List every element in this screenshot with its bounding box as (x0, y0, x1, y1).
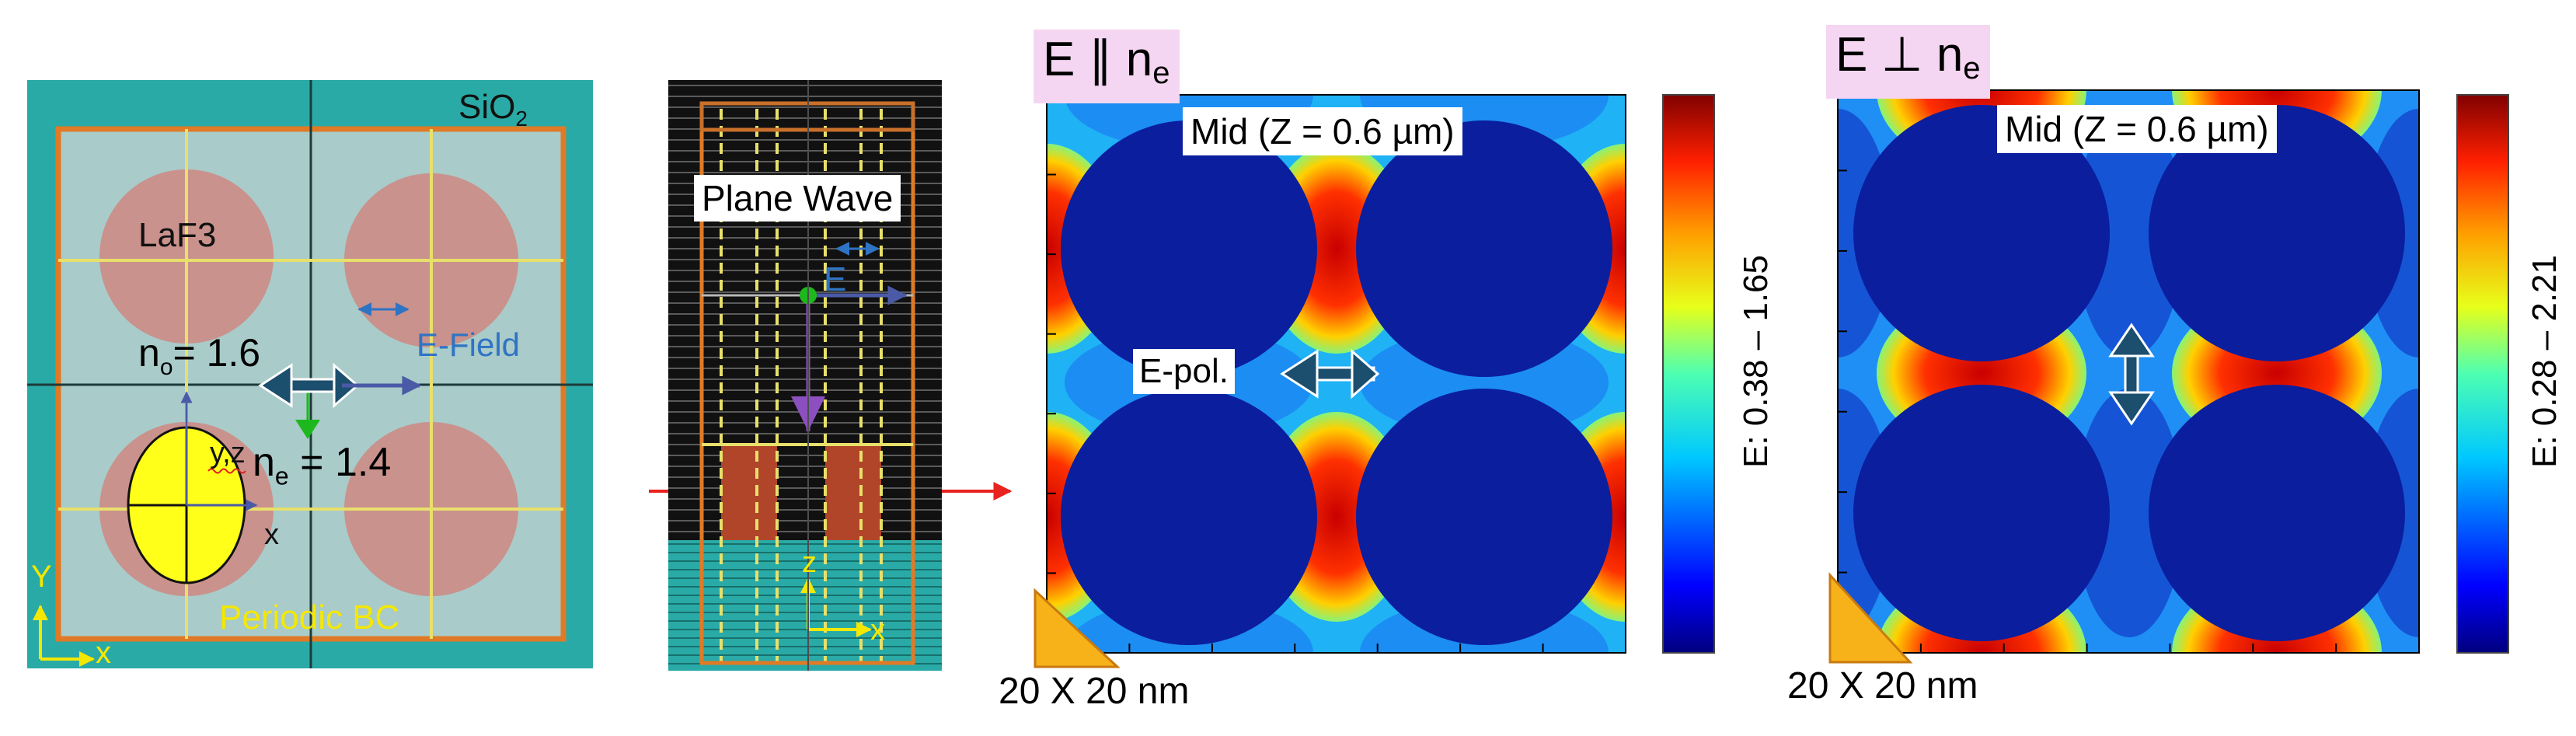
field-pillar (1853, 105, 2110, 361)
pillar-group-parallel (1061, 120, 1612, 645)
field-pillar (1356, 120, 1612, 377)
schematic-panel (27, 80, 593, 668)
ticks-parallel (1047, 173, 1544, 653)
field-pillar (2149, 105, 2405, 361)
efield-label: E-Field (417, 326, 521, 363)
field-map-perp-frame (1837, 89, 2420, 654)
source-e-label: E (824, 260, 847, 298)
sio2-subscript: 2 (515, 106, 528, 131)
pillar-side-left (721, 445, 777, 540)
pillar-side-right (825, 445, 881, 540)
yz-label: y,z (210, 437, 246, 469)
scale-triangle-parallel (1034, 588, 1121, 668)
epol-double-arrow-icon (1280, 348, 1380, 399)
efield-double-arrow-icon (258, 362, 360, 409)
ticks-perp (1838, 169, 2337, 653)
material-label: LaF3 (138, 216, 217, 254)
field-pillar (2149, 385, 2405, 641)
perp-colorbar-label: E: 0.28 – 2.21 (2525, 255, 2564, 468)
n-o-label: no= 1.6 (138, 331, 261, 380)
pillar-group-perp (1853, 105, 2405, 641)
parallel-mid-label: Mid (Z = 0.6 µm) (1183, 107, 1462, 155)
epol-label: E-pol. (1133, 349, 1235, 394)
plane-wave-label: Plane Wave (694, 175, 901, 221)
global-x-label: x (96, 636, 111, 670)
perp-scale-label: 20 X 20 nm (1787, 665, 1978, 706)
scale-triangle-perp (1828, 572, 1913, 664)
field-map-parallel-frame (1046, 94, 1626, 654)
field-pillar (1061, 120, 1317, 377)
green-marker-icon (295, 420, 320, 439)
side-x-label: x (870, 614, 885, 647)
side-z-label: z (802, 546, 817, 579)
parallel-colorbar-label: E: 0.38 – 1.65 (1737, 255, 1775, 468)
sio2-label: SiO2 (458, 88, 528, 131)
perp-panel-title: E ⊥ ne (1826, 25, 1990, 99)
field-pillar (1356, 389, 1612, 645)
colorbar-parallel (1662, 94, 1715, 654)
epol-vertical-arrow-icon (2108, 323, 2155, 426)
perp-mid-label: Mid (Z = 0.6 µm) (1997, 105, 2277, 153)
parallel-scale-label: 20 X 20 nm (999, 671, 1190, 712)
spellcheck-underline (207, 468, 246, 474)
colorbar-perp (2456, 94, 2509, 654)
field-pillar (1853, 385, 2110, 641)
ellipse-x-label: x (264, 518, 279, 551)
n-e-subscript: e (274, 462, 289, 490)
n-e-label: ne = 1.4 (253, 440, 392, 490)
field-map-perp (1838, 90, 2419, 653)
global-y-label: Y (31, 560, 52, 594)
field-lowband (2075, 389, 2184, 637)
perp-title-subscript: e (1963, 51, 1981, 85)
parallel-panel-title: E ∥ ne (1034, 30, 1180, 103)
periodic-bc-label: Periodic BC (219, 598, 400, 637)
n-o-subscript: o (159, 354, 173, 380)
field-lowband (2075, 109, 2184, 358)
side-view-panel (668, 80, 942, 671)
field-pillar (1061, 389, 1317, 645)
parallel-title-subscript: e (1152, 56, 1170, 90)
